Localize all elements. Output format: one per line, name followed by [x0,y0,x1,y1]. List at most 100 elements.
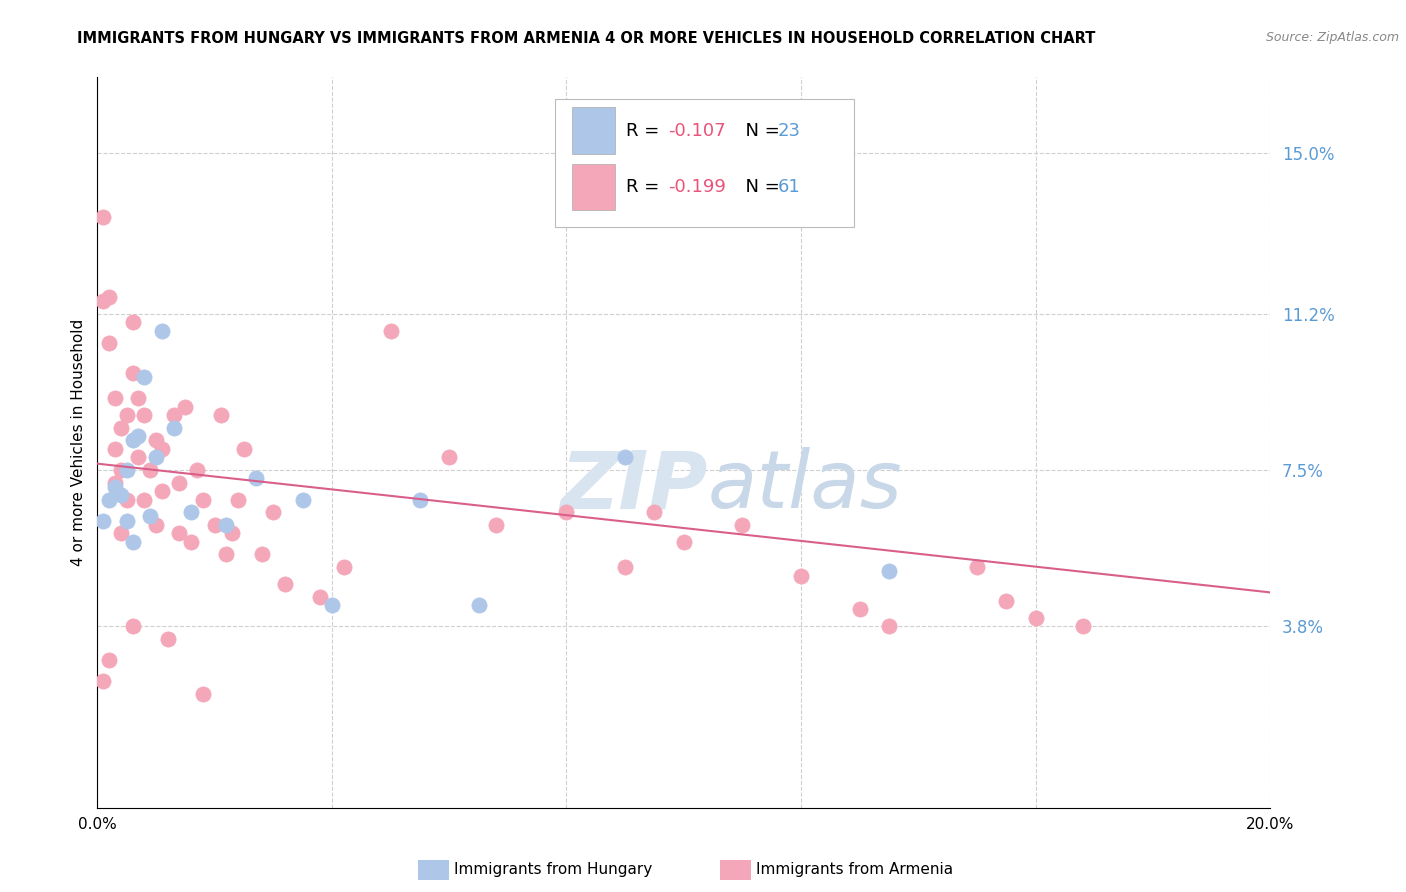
Point [98,336,121,351]
Point [139,509,162,524]
Point [1025,611,1047,625]
Y-axis label: 4 or more Vehicles in Household: 4 or more Vehicles in Household [72,319,86,566]
Point [467,598,489,612]
Text: Source: ZipAtlas.com: Source: ZipAtlas.com [1265,31,1399,45]
Point [332,560,354,574]
Text: 61: 61 [778,178,800,196]
Point [98,653,121,667]
Point [966,560,988,574]
Point [191,492,214,507]
Point [121,366,143,380]
Point [121,619,143,633]
Point [250,548,273,562]
Text: R =: R = [626,121,665,140]
Point [790,568,813,582]
Text: -0.107: -0.107 [668,121,725,140]
Point [995,594,1018,608]
Text: atlas: atlas [707,448,903,525]
Point [215,548,238,562]
Point [233,442,256,456]
Point [485,517,508,532]
Point [115,514,138,528]
Point [145,517,167,532]
Point [409,492,432,507]
Point [91,674,114,689]
Point [643,505,665,519]
Text: N =: N = [734,178,786,196]
Point [162,408,184,422]
Point [204,517,226,532]
Text: N =: N = [734,121,786,140]
Point [169,475,191,490]
Point [121,315,143,329]
Point [555,505,578,519]
Point [115,408,138,422]
Point [180,505,202,519]
Point [291,492,314,507]
Point [156,632,179,646]
Point [139,463,162,477]
Point [226,492,249,507]
Point [274,577,297,591]
Point [672,534,695,549]
Point [110,526,132,541]
Point [145,434,167,448]
Text: Immigrants from Armenia: Immigrants from Armenia [756,863,953,877]
Point [134,492,156,507]
FancyBboxPatch shape [572,107,614,154]
Text: IMMIGRANTS FROM HUNGARY VS IMMIGRANTS FROM ARMENIA 4 OR MORE VEHICLES IN HOUSEHO: IMMIGRANTS FROM HUNGARY VS IMMIGRANTS FR… [77,31,1095,46]
Point [115,492,138,507]
Point [209,408,232,422]
Point [127,391,149,405]
Point [115,463,138,477]
Point [174,400,197,414]
Point [134,370,156,384]
Point [150,442,173,456]
Point [110,488,132,502]
Point [104,475,127,490]
Point [145,450,167,465]
Point [262,505,284,519]
FancyBboxPatch shape [555,99,853,227]
Point [127,450,149,465]
Point [380,324,402,338]
Text: -0.199: -0.199 [668,178,727,196]
Text: 23: 23 [778,121,800,140]
Point [215,517,238,532]
Point [162,421,184,435]
Point [127,429,149,443]
Point [877,564,900,578]
Point [309,590,332,604]
Point [98,290,121,304]
Point [614,450,637,465]
Point [321,598,343,612]
Text: Immigrants from Hungary: Immigrants from Hungary [454,863,652,877]
Point [245,471,267,485]
Point [614,560,637,574]
Point [221,526,243,541]
Point [731,517,754,532]
Point [150,484,173,499]
Point [437,450,460,465]
Point [877,619,900,633]
Point [180,534,202,549]
FancyBboxPatch shape [572,163,614,211]
Point [191,687,214,701]
Point [104,480,127,494]
Point [186,463,208,477]
Point [121,534,143,549]
Text: ZIP: ZIP [560,448,707,525]
Point [121,434,143,448]
Point [91,294,114,309]
Point [91,210,114,224]
Point [98,492,121,507]
Point [110,421,132,435]
Point [110,463,132,477]
Point [104,391,127,405]
Text: R =: R = [626,178,665,196]
Point [134,408,156,422]
Point [150,324,173,338]
Point [169,526,191,541]
Point [91,514,114,528]
Point [1071,619,1094,633]
